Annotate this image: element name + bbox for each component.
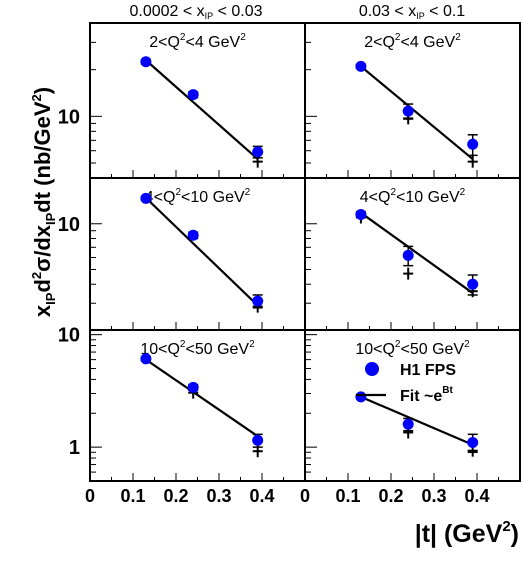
fit-line xyxy=(145,197,259,307)
y-axis-title: xIPd2σ/dxIPdt (nb/GeV2) xyxy=(29,87,58,317)
data-point xyxy=(252,434,264,446)
data-point xyxy=(402,418,414,430)
data-point xyxy=(467,278,479,290)
fit-line xyxy=(145,59,259,160)
panel-label: 10<Q2<50 GeV2 xyxy=(355,339,470,358)
data-point xyxy=(140,56,152,68)
data-point xyxy=(355,209,367,221)
data-point xyxy=(140,353,152,365)
data-point xyxy=(467,138,479,150)
fit-line xyxy=(360,65,474,160)
x-tick-label: 0.4 xyxy=(249,486,274,506)
x-tick-label: 0.3 xyxy=(421,486,446,506)
x-tick-label: 0.4 xyxy=(464,486,489,506)
column-header-2: 0.03 < xIP < 0.1 xyxy=(359,3,465,21)
fit-line xyxy=(360,211,474,294)
data-point xyxy=(467,436,479,448)
legend-fit-label: Fit ~eBt xyxy=(400,385,453,405)
fit-line xyxy=(360,395,474,446)
y-tick-label: 10 xyxy=(58,106,80,128)
data-point xyxy=(187,381,199,393)
data-point xyxy=(402,105,414,117)
data-point xyxy=(355,391,367,403)
y-tick-label: 10 xyxy=(58,325,80,347)
panel-label: 2<Q2<4 GeV2 xyxy=(149,32,246,51)
x-axis-title: |t| (GeV2) xyxy=(415,518,519,548)
data-point xyxy=(140,192,152,204)
panel-label: 2<Q2<4 GeV2 xyxy=(364,32,461,51)
data-point xyxy=(252,146,264,158)
column-header-1: 0.0002 < xIP < 0.03 xyxy=(129,3,262,21)
legend-points-label: H1 FPS xyxy=(400,362,456,379)
x-tick-label: 0.2 xyxy=(163,486,188,506)
fit-line xyxy=(145,358,259,438)
data-point xyxy=(402,249,414,261)
x-tick-label: 0.1 xyxy=(120,486,145,506)
legend-point-marker xyxy=(365,362,379,376)
y-tick-label: 1 xyxy=(69,437,80,459)
data-point xyxy=(187,89,199,101)
y-tick-label: 10 xyxy=(58,214,80,236)
data-point xyxy=(187,229,199,241)
x-tick-label: 0.2 xyxy=(378,486,403,506)
data-point xyxy=(355,60,367,72)
panel-label: 4<Q2<10 GeV2 xyxy=(360,187,466,206)
panel-label: 4<Q2<10 GeV2 xyxy=(145,187,251,206)
data-point xyxy=(252,295,264,307)
x-tick-label: 0.3 xyxy=(206,486,231,506)
x-tick-label: 0.1 xyxy=(335,486,360,506)
x-tick-label: 0 xyxy=(300,486,310,506)
panel-label: 10<Q2<50 GeV2 xyxy=(140,339,255,358)
x-tick-label: 0 xyxy=(85,486,95,506)
